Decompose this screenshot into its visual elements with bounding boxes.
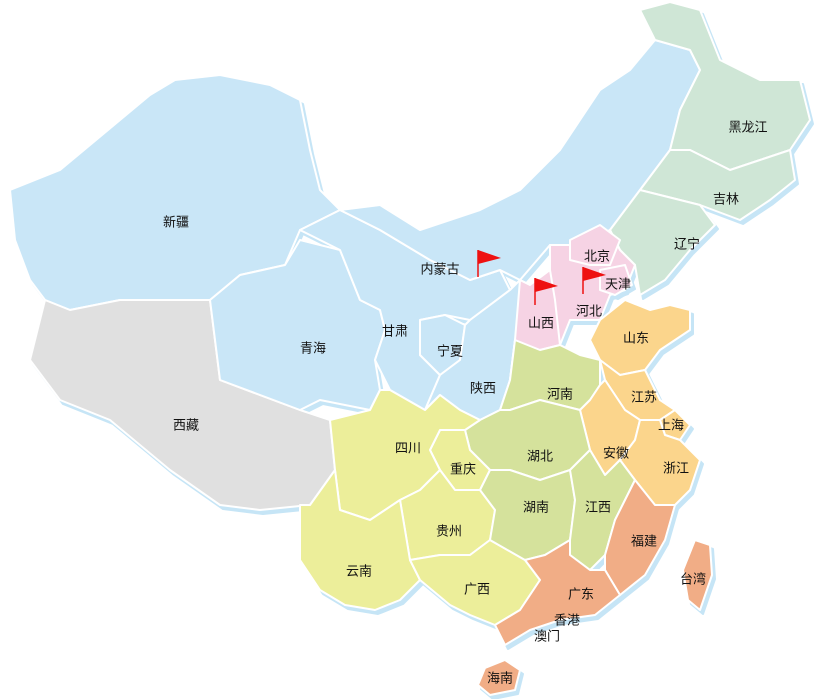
province-hainan[interactable] bbox=[477, 659, 521, 696]
province-beijing[interactable] bbox=[569, 224, 621, 266]
province-guangdong[interactable] bbox=[494, 539, 621, 646]
province-tianjin[interactable] bbox=[599, 264, 633, 296]
province-label-xinjiang: 新疆 bbox=[162, 215, 190, 231]
province-label-hainan: 海南 bbox=[486, 671, 514, 687]
province-label-neimenggu: 内蒙古 bbox=[420, 262, 460, 278]
province-label-hebei: 河北 bbox=[575, 304, 603, 320]
flag-icon-neimenggu bbox=[477, 250, 501, 277]
province-label-jiangsu: 江苏 bbox=[630, 390, 658, 406]
province-label-xianggang: 香港 bbox=[553, 613, 581, 629]
province-label-hunan: 湖南 bbox=[522, 500, 550, 516]
province-label-liaoning: 辽宁 bbox=[673, 237, 701, 253]
province-label-hubei: 湖北 bbox=[526, 449, 554, 465]
province-label-tianjin: 天津 bbox=[604, 277, 632, 293]
province-label-guangdong: 广东 bbox=[567, 587, 595, 603]
province-label-qinghai: 青海 bbox=[299, 341, 327, 357]
province-label-xizang: 西藏 bbox=[172, 418, 200, 434]
province-zhejiang[interactable] bbox=[619, 419, 701, 506]
flag-icon-shanxi bbox=[534, 278, 558, 305]
flag-icon-hebei bbox=[582, 267, 606, 294]
province-label-shaanxi: 陕西 bbox=[469, 381, 497, 397]
province-label-gansu: 甘肃 bbox=[381, 324, 409, 340]
province-label-sichuan: 四川 bbox=[394, 441, 422, 457]
province-label-guizhou: 贵州 bbox=[435, 524, 463, 540]
province-label-zhejiang: 浙江 bbox=[662, 461, 690, 477]
province-label-yunnan: 云南 bbox=[345, 564, 373, 580]
province-label-shanghai: 上海 bbox=[657, 418, 685, 434]
province-label-jilin: 吉林 bbox=[712, 192, 740, 208]
province-label-shanxi: 山西 bbox=[527, 316, 555, 332]
province-label-shandong: 山东 bbox=[622, 331, 650, 347]
province-label-fujian: 福建 bbox=[630, 534, 658, 550]
province-label-guangxi: 广西 bbox=[463, 582, 491, 598]
province-taiwan[interactable] bbox=[682, 539, 713, 611]
province-label-taiwan: 台湾 bbox=[679, 572, 707, 588]
province-label-anhui: 安徽 bbox=[602, 446, 630, 462]
province-label-beijing: 北京 bbox=[583, 249, 611, 265]
province-label-heilongjiang: 黑龙江 bbox=[728, 120, 768, 136]
province-label-henan: 河南 bbox=[546, 387, 574, 403]
province-label-chongqing: 重庆 bbox=[449, 462, 477, 478]
province-label-ningxia: 宁夏 bbox=[436, 344, 464, 360]
province-label-aomen: 澳门 bbox=[533, 629, 561, 645]
province-label-jiangxi: 江西 bbox=[584, 500, 612, 516]
province-fujian[interactable] bbox=[604, 479, 676, 596]
province-shandong[interactable] bbox=[589, 299, 691, 376]
